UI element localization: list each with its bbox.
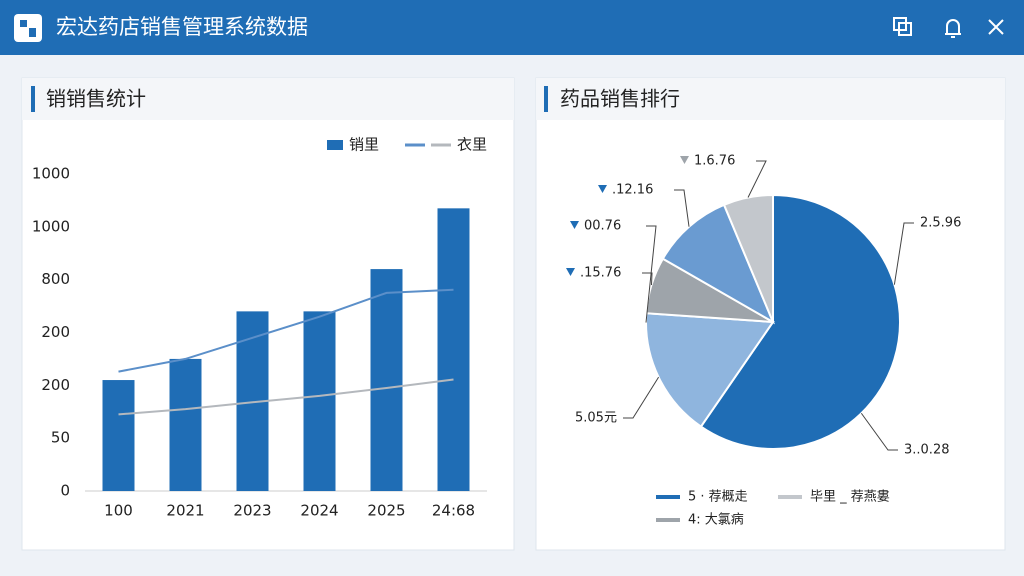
legend-label: 4: 大氯病 <box>688 513 744 528</box>
panel-header <box>536 78 1005 120</box>
leader-line <box>747 160 767 198</box>
bar <box>370 269 403 491</box>
pie-slice <box>722 193 774 323</box>
pie-slice <box>645 312 775 428</box>
legend-label: 销里 <box>349 136 379 154</box>
pie-label: 2.5.96 <box>920 216 961 231</box>
app-logo <box>14 14 42 42</box>
x-tick-label: 100 <box>104 502 133 520</box>
window-button[interactable] <box>893 17 912 36</box>
x-tick-label: 2024 <box>300 502 338 520</box>
pie-label: 00.76 <box>584 219 621 234</box>
bar <box>437 208 470 491</box>
legend-label: 衣里 <box>457 136 487 154</box>
leader-line <box>623 376 660 419</box>
pie-label: 3..0.28 <box>904 443 949 458</box>
label-marker <box>680 156 689 164</box>
header-bar <box>0 0 1024 55</box>
legend-swatch <box>327 140 343 150</box>
leader-line <box>645 225 657 323</box>
app-title: 宏达药店销售管理系统数据 <box>56 15 308 39</box>
legend-label: 5 · 荐概走 <box>688 490 748 505</box>
leader-line <box>893 222 914 285</box>
y-tick-label: 200 <box>41 323 70 341</box>
y-tick-label: 1000 <box>32 165 70 183</box>
leader-line <box>860 412 898 451</box>
panel-header <box>22 78 514 120</box>
line <box>118 378 454 416</box>
y-tick-label: 200 <box>41 376 70 394</box>
legend-label: 毕里 _ 荐燕婁 <box>810 490 890 505</box>
panel-title: 销销售统计 <box>46 87 146 111</box>
close-button[interactable] <box>988 19 1004 35</box>
label-marker <box>598 185 607 193</box>
x-tick-label: 2021 <box>166 502 204 520</box>
x-tick-label: 24:68 <box>432 502 475 520</box>
panel-accent <box>31 86 35 112</box>
pie-label: 5.05元 <box>575 411 617 426</box>
y-tick-label: 0 <box>60 482 70 500</box>
bar <box>303 311 336 491</box>
pie-slice <box>699 193 901 450</box>
y-tick-label: 1000 <box>32 217 70 235</box>
leader-line <box>642 272 653 286</box>
pie-slice <box>661 203 776 325</box>
pie-label: .12.16 <box>612 183 653 198</box>
pie-label: 1.6.76 <box>694 154 735 169</box>
pie-label: .15.76 <box>580 266 621 281</box>
line <box>118 288 454 373</box>
bar <box>102 380 135 491</box>
notification-button[interactable] <box>945 19 961 38</box>
label-marker <box>566 268 575 276</box>
panel-accent <box>544 86 548 112</box>
y-tick-label: 800 <box>41 270 70 288</box>
x-tick-label: 2025 <box>367 502 405 520</box>
leader-line <box>674 189 690 227</box>
x-tick-label: 2023 <box>233 502 271 520</box>
y-tick-label: 50 <box>51 429 70 447</box>
panel-title: 药品销售排行 <box>560 87 680 111</box>
bar <box>169 358 202 491</box>
label-marker <box>570 221 579 229</box>
